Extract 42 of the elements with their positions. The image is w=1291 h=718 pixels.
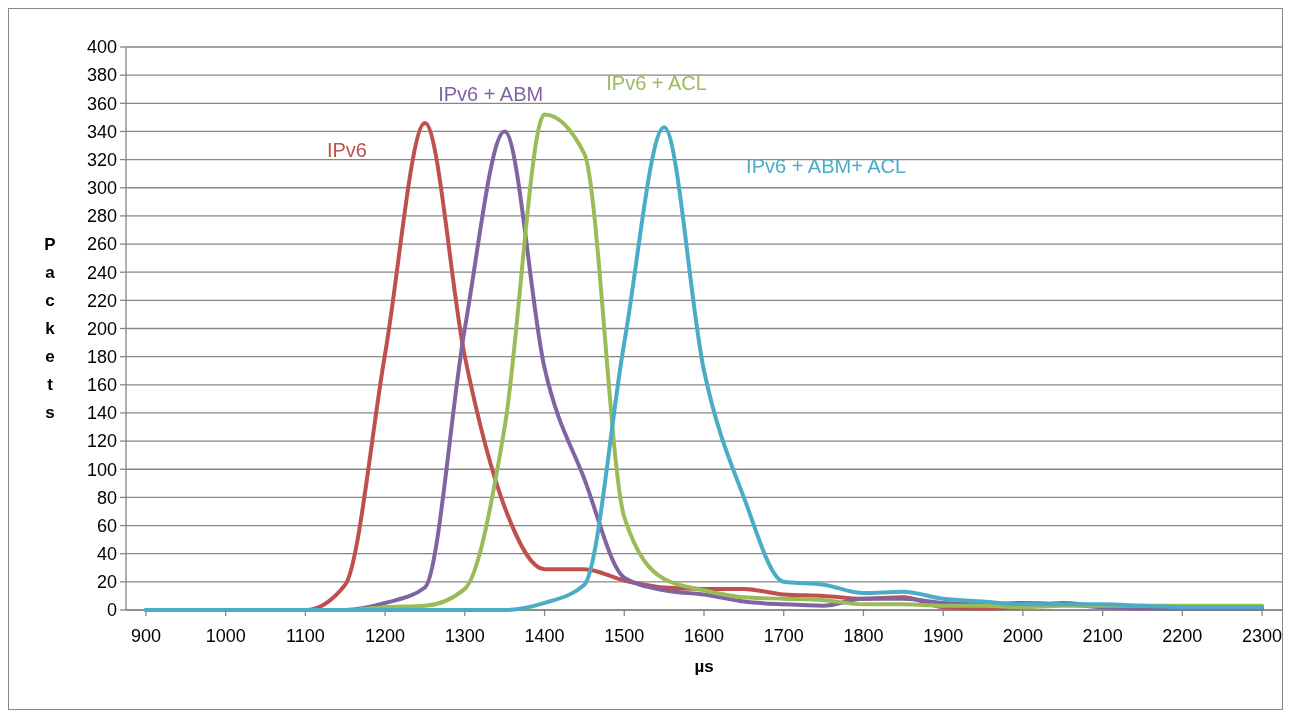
x-tick-label: 1700 [763,626,804,646]
y-axis-title: Packets [44,234,56,422]
x-tick-label: 1500 [604,626,645,646]
series-label: IPv6 + ABM [438,83,544,106]
y-tick-label: 120 [86,431,117,452]
x-tick-label: 2300 [1242,626,1283,646]
y-tick-label: 360 [86,93,117,114]
x-tick-label: 2100 [1082,626,1123,646]
y-tick-label: 220 [86,290,117,311]
x-tick-label: 1300 [444,626,485,646]
x-tick-label: 1800 [843,626,884,646]
y-tick-label: 340 [86,121,117,142]
y-tick-label: 260 [86,234,117,255]
x-tick-label: 2000 [1002,626,1043,646]
x-tick-label: 1900 [923,626,964,646]
y-tick-label: 40 [96,544,117,564]
x-tick-label: 1000 [205,626,246,646]
x-tick-label: 2200 [1162,626,1203,646]
y-tick-label: 280 [86,206,117,227]
y-tick-label: 380 [86,65,117,86]
y-tick-label: 60 [96,515,117,536]
x-tick-label: 900 [130,626,161,646]
x-tick-label: 1200 [365,626,406,646]
text: IPv6 + ABM+ ACL [746,155,907,178]
y-tick-label: 240 [86,262,117,283]
y-tick-label: 300 [86,178,117,199]
y-tick-label: 180 [86,346,117,367]
y-tick-label: 100 [86,459,117,480]
text: IPv6 + ACL [606,71,707,94]
y-tick-label: 140 [86,403,117,424]
text: IPv6 [326,139,367,162]
y-tick-label: 400 [86,37,117,58]
y-tick-label: 200 [86,318,117,339]
y-tick-label: 320 [86,149,117,170]
y-tick-label: 0 [106,600,117,621]
y-tick-label: 160 [86,375,117,396]
x-axis-title: µs [694,657,714,676]
y-tick-label: 80 [96,487,117,508]
x-tick-label: 1100 [286,626,325,646]
y-tick-label: 20 [96,572,117,593]
x-tick-label: 1600 [683,626,725,646]
x-tick-label: 1400 [524,626,565,646]
